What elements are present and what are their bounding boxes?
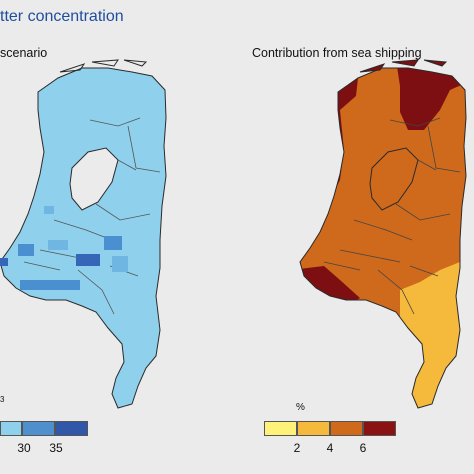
left-concentration-hotspots bbox=[0, 206, 128, 290]
left-hotspot bbox=[112, 256, 128, 272]
right-zone-mid bbox=[300, 68, 466, 408]
right-legend-tick: 2 bbox=[293, 441, 301, 455]
left-hotspot bbox=[20, 280, 80, 290]
right-legend-unit: % bbox=[296, 402, 305, 413]
right-wadden-islands bbox=[359, 59, 448, 73]
left-hotspot bbox=[44, 206, 54, 214]
left-hotspot bbox=[104, 236, 122, 250]
right-legend-swatch-2 bbox=[297, 421, 330, 436]
left-hotspot bbox=[0, 258, 8, 266]
left-ijsselmeer bbox=[69, 147, 119, 211]
left-hotspot bbox=[48, 240, 68, 250]
left-panel-title: scenario bbox=[0, 46, 48, 60]
map-title: tter concentration bbox=[0, 8, 124, 25]
left-legend-swatch-3 bbox=[55, 421, 88, 436]
right-legend-tick: 6 bbox=[359, 441, 367, 455]
left-legend-unit: 3 bbox=[0, 395, 5, 404]
right-province-borders bbox=[323, 117, 461, 315]
right-legend-swatch-3 bbox=[330, 421, 363, 436]
left-country-fill bbox=[0, 67, 167, 409]
right-ijsselmeer bbox=[369, 147, 419, 211]
left-legend-tick: 30 bbox=[17, 441, 31, 455]
left-wadden-islands bbox=[59, 59, 148, 73]
right-legend-swatch-4 bbox=[363, 421, 396, 436]
right-legend-tick: 4 bbox=[326, 441, 334, 455]
right-map bbox=[299, 59, 467, 409]
left-legend-swatch-2 bbox=[22, 421, 55, 436]
left-hotspot bbox=[76, 254, 100, 266]
left-legend-swatch-1 bbox=[0, 421, 22, 436]
left-hotspot bbox=[18, 244, 34, 256]
right-legend-swatch-1 bbox=[264, 421, 297, 436]
right-panel-title: Contribution from sea shipping bbox=[252, 46, 422, 60]
left-map bbox=[0, 59, 167, 409]
left-legend-tick: 35 bbox=[49, 441, 63, 455]
right-zone-high-north bbox=[396, 68, 466, 130]
